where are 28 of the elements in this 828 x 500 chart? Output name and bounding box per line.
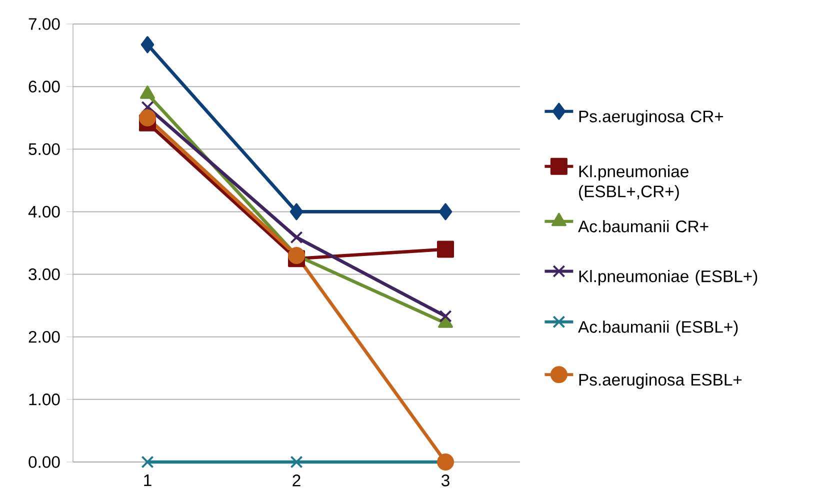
y-tick-label: 6.00 (28, 80, 60, 92)
legend-label: Ac.baumanii CR+ (578, 220, 708, 232)
point (438, 203, 452, 220)
point (437, 454, 454, 470)
y-tick-label: 0.00 (28, 456, 60, 468)
legend-label: Kl.pneumoniae (ESBL+) (579, 270, 758, 286)
y-tick-label: 7.00 (28, 18, 60, 30)
point (141, 456, 154, 468)
x-tick-label: 3 (442, 474, 450, 486)
point (290, 456, 303, 468)
x-tick-label: 1 (144, 474, 152, 486)
y-tick-label: 4.00 (28, 206, 60, 218)
point (437, 240, 454, 258)
y-tick-label: 3.00 (28, 268, 60, 280)
y-tick-label: 2.00 (28, 330, 60, 343)
point (140, 36, 154, 54)
y-tick-label: 1.00 (29, 394, 60, 406)
point (288, 247, 306, 264)
point (141, 100, 154, 114)
legend-label: Kl.pneumoniae (ESBL+,CR+) (579, 165, 688, 201)
point (139, 109, 156, 126)
y-tick-label: 5.00 (28, 143, 60, 156)
x-tick-label: 2 (292, 474, 300, 486)
legend-label: Ps.aeruginosa ESBL+ (579, 373, 742, 389)
point (290, 203, 304, 220)
point (290, 231, 303, 244)
legend-label: Ac.baumanii (ESBL+) (578, 320, 738, 336)
legend-label: Ps.aeruginosa CR+ (579, 110, 724, 126)
